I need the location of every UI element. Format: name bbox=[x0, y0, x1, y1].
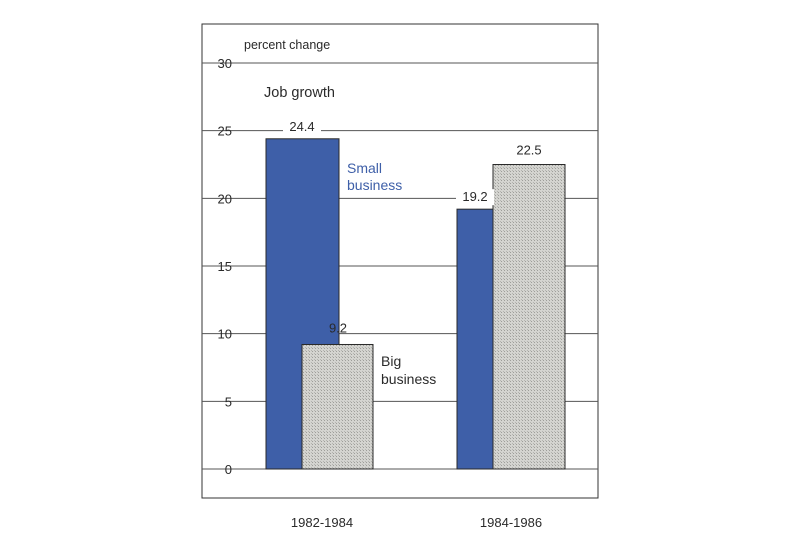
y-tick-label: 25 bbox=[218, 124, 232, 139]
y-tick-label: 5 bbox=[225, 394, 232, 409]
legend-big-business-line1: Big bbox=[381, 353, 401, 369]
y-tick-label: 10 bbox=[218, 327, 232, 342]
y-tick-label: 0 bbox=[225, 462, 232, 477]
legend-small-business-line1: Small bbox=[347, 160, 382, 176]
y-tick-label: 20 bbox=[218, 191, 232, 206]
y-axis-label: percent change bbox=[244, 38, 330, 52]
data-label: 19.2 bbox=[462, 189, 487, 204]
data-label: 9.2 bbox=[329, 320, 347, 335]
y-tick-labels: 0 5 10 15 20 25 30 bbox=[218, 56, 232, 477]
y-tick-label: 15 bbox=[218, 259, 232, 274]
legend-small-business-line2: business bbox=[347, 177, 402, 193]
chart-title: Job growth bbox=[264, 85, 335, 101]
legend-big-business-line2: business bbox=[381, 371, 436, 387]
bar-big-business-1984-1986 bbox=[492, 164, 566, 470]
x-category-label: 1982-1984 bbox=[291, 515, 353, 530]
plot-frame bbox=[201, 23, 599, 499]
data-label-background bbox=[456, 189, 494, 206]
data-label: 22.5 bbox=[516, 143, 541, 158]
data-label-background bbox=[283, 118, 321, 135]
x-category-label: 1984-1986 bbox=[480, 515, 542, 530]
bars bbox=[265, 138, 566, 470]
bar-big-business-1982-1984 bbox=[301, 343, 374, 470]
bar-small-business-1984-1986 bbox=[456, 208, 494, 470]
data-label: 24.4 bbox=[289, 119, 314, 134]
x-category-labels: 1982-1984 1984-1986 bbox=[291, 515, 542, 530]
y-tick-label: 30 bbox=[218, 56, 232, 71]
data-labels: 24.4 19.2 9.2 22.5 bbox=[283, 118, 542, 335]
